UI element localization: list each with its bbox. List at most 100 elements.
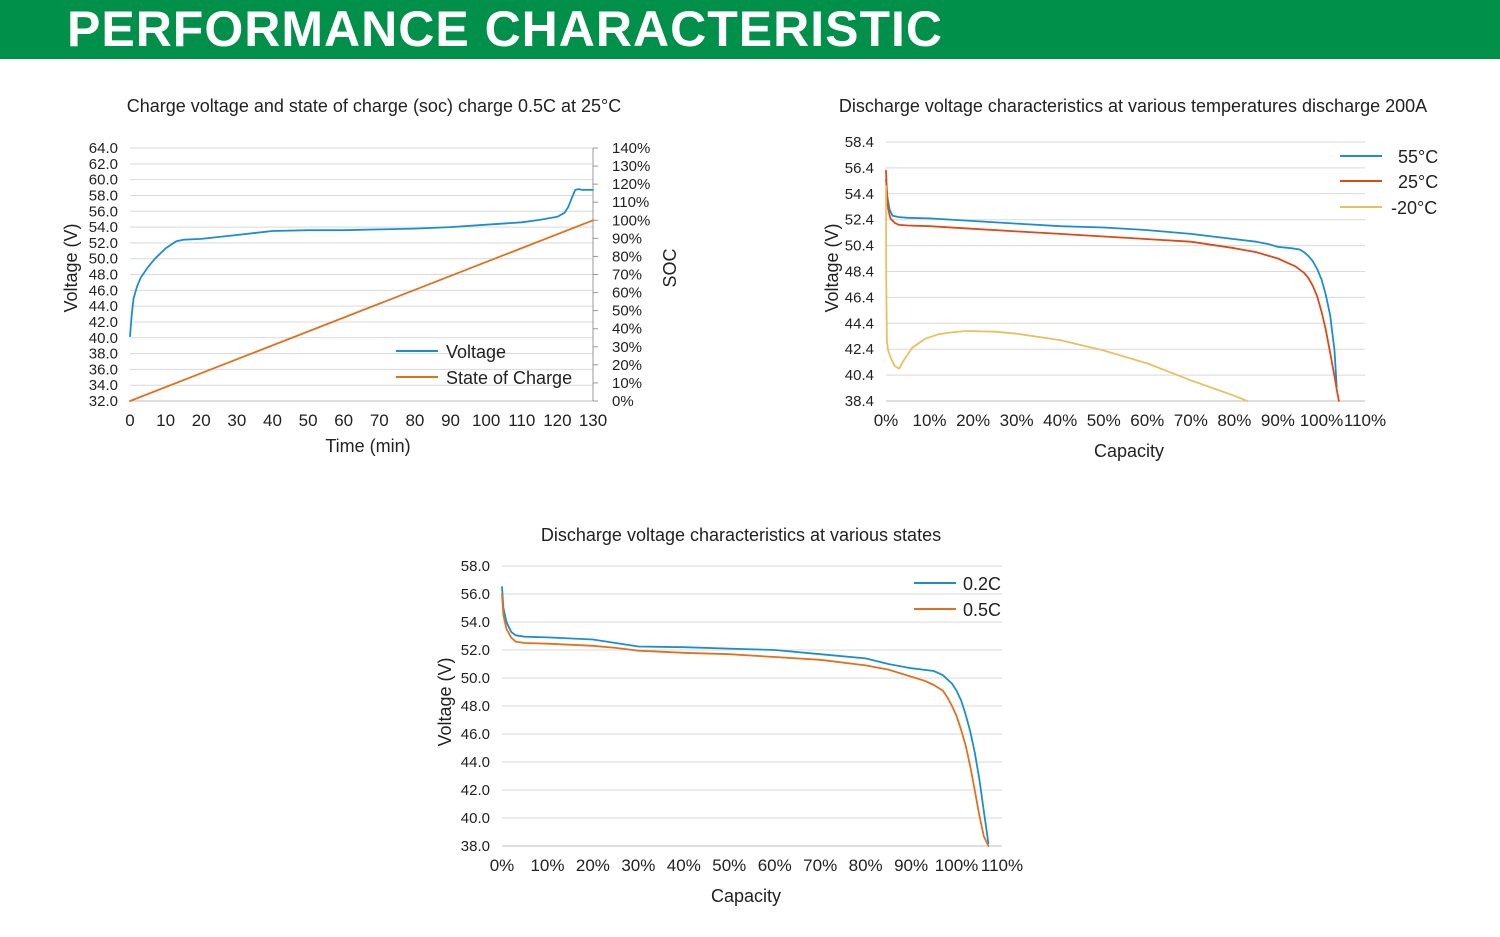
x-tick-label: 120 — [543, 411, 571, 430]
y-tick-label: 54.0 — [89, 219, 118, 236]
series-lines — [885, 169, 1340, 402]
series-lines — [501, 586, 990, 847]
x-tick-label: 90% — [1261, 411, 1295, 430]
y-axis-ticks: 38.0 40.0 42.0 44.0 46.0 48.0 50.0 52.0 54.0 56.0… — [461, 558, 490, 855]
y-tick-label: 44.0 — [89, 298, 118, 315]
y-tick-label: 38.0 — [89, 346, 118, 363]
series-line-2 — [885, 169, 1340, 402]
series-line-2 — [129, 219, 594, 402]
y-tick-label: 42.4 — [845, 341, 874, 358]
y2-axis-ticks: 0%10%20%30%40%50%60%70% 80%90%100%110%120… — [593, 140, 650, 410]
legend-label-0-5c: 0.5C — [963, 600, 1001, 620]
series-line-3 — [885, 185, 1249, 402]
x-axis-ticks: 0% 10% 20% 30% 40% 50% 60% 70% 80% 90% 100% 110% — [490, 856, 1023, 875]
x-tick-label: 110 — [508, 411, 535, 430]
y-tick-label: 56.0 — [461, 586, 490, 603]
chart-title: Discharge voltage characteristics at var… — [839, 96, 1427, 116]
series-line-1 — [129, 188, 594, 338]
x-tick-label: 100 — [472, 411, 500, 430]
y2-axis-label: SOC — [660, 248, 680, 287]
temperature-discharge-chart: Discharge voltage characteristics at var… — [822, 96, 1438, 461]
header-banner: PERFORMANCE CHARACTERISTIC — [0, 0, 1500, 59]
legend-label-55c: 55°C — [1398, 147, 1438, 167]
x-tick-label: 0 — [125, 411, 134, 430]
y-tick-label: 62.0 — [89, 156, 118, 173]
y-tick-label: 46.4 — [845, 289, 874, 306]
y-tick-label: 34.0 — [89, 377, 118, 394]
series-line-1 — [501, 586, 990, 845]
x-axis-label: Time (min) — [325, 436, 410, 456]
x-tick-label: 70% — [803, 856, 837, 875]
x-tick-label: 90 — [441, 411, 460, 430]
x-tick-label: 50 — [299, 411, 318, 430]
y2-tick-label: 50% — [612, 303, 642, 320]
y-tick-label: 56.0 — [89, 203, 118, 220]
x-tick-label: 110% — [1344, 411, 1386, 430]
x-tick-label: 70% — [1174, 411, 1208, 430]
x-tick-label: 130 — [579, 411, 607, 430]
x-tick-label: 80 — [405, 411, 424, 430]
y2-tick-label: 110% — [612, 194, 649, 211]
x-tick-label: 40% — [1043, 411, 1077, 430]
y-tick-label: 48.0 — [89, 267, 118, 284]
y-tick-label: 40.0 — [461, 810, 490, 827]
x-tick-label: 40 — [263, 411, 282, 430]
y-axis-label: Voltage (V) — [61, 223, 81, 312]
y2-tick-label: 20% — [612, 357, 642, 374]
grid-lines — [130, 147, 593, 386]
x-axis-label: Capacity — [711, 886, 781, 906]
y2-tick-label: 40% — [612, 321, 642, 338]
y-tick-label: 46.0 — [89, 282, 118, 299]
chart-title: Charge voltage and state of charge (soc)… — [127, 96, 621, 116]
y-axis-label: Voltage (V) — [435, 657, 455, 746]
y2-tick-label: 10% — [612, 375, 642, 392]
y-tick-label: 46.0 — [461, 726, 490, 743]
x-tick-label: 30% — [1000, 411, 1034, 430]
y2-tick-label: 60% — [612, 285, 642, 302]
y-tick-label: 32.0 — [89, 393, 118, 410]
y-tick-label: 58.0 — [461, 558, 490, 575]
x-tick-label: 20% — [956, 411, 990, 430]
y-tick-label: 42.0 — [89, 314, 118, 331]
chart-title: Discharge voltage characteristics at var… — [541, 525, 941, 545]
y-tick-label: 50.0 — [89, 251, 118, 268]
x-tick-label: 40% — [667, 856, 701, 875]
y-tick-label: 56.4 — [845, 160, 874, 177]
grid-lines — [502, 565, 1002, 819]
y2-tick-label: 80% — [612, 248, 642, 265]
y-tick-label: 42.0 — [461, 782, 490, 799]
y2-tick-label: 100% — [612, 212, 650, 229]
x-tick-label: 60% — [758, 856, 792, 875]
y-tick-label: 40.0 — [89, 330, 118, 347]
y-tick-label: 64.0 — [89, 140, 118, 157]
page-title: PERFORMANCE CHARACTERISTIC — [67, 1, 943, 57]
x-tick-label: 80% — [849, 856, 883, 875]
legend: 55°C 25°C -20°C — [1340, 147, 1438, 218]
x-tick-label: 50% — [712, 856, 746, 875]
legend: 0.2C 0.5C — [914, 574, 1001, 620]
x-axis-label: Capacity — [1094, 441, 1164, 461]
x-tick-label: 90% — [894, 856, 928, 875]
y2-tick-label: 30% — [612, 339, 642, 356]
x-tick-label: 10 — [156, 411, 175, 430]
series-line-1 — [885, 178, 1338, 388]
x-tick-label: 30 — [227, 411, 246, 430]
y-tick-label: 48.4 — [845, 264, 874, 281]
x-tick-label: 110% — [981, 856, 1023, 875]
y2-tick-label: 130% — [612, 158, 650, 175]
y-axis-ticks: 38.4 40.4 42.4 44.4 46.4 48.4 50.4 52.4 54.4 56.4… — [845, 134, 874, 410]
x-tick-label: 70 — [370, 411, 389, 430]
x-tick-label: 50% — [1087, 411, 1121, 430]
y2-tick-label: 0% — [612, 393, 634, 410]
x-tick-label: 20% — [576, 856, 610, 875]
legend-label-soc: State of Charge — [446, 368, 572, 388]
y-tick-label: 50.0 — [461, 670, 490, 687]
y-tick-label: 52.0 — [89, 235, 118, 252]
y2-tick-label: 90% — [612, 230, 642, 247]
y-tick-label: 52.0 — [461, 642, 490, 659]
y-tick-label: 60.0 — [89, 172, 118, 189]
y-axis-label: Voltage (V) — [822, 223, 842, 312]
y-tick-label: 58.0 — [89, 187, 118, 204]
legend-label-0-2c: 0.2C — [963, 574, 1001, 594]
